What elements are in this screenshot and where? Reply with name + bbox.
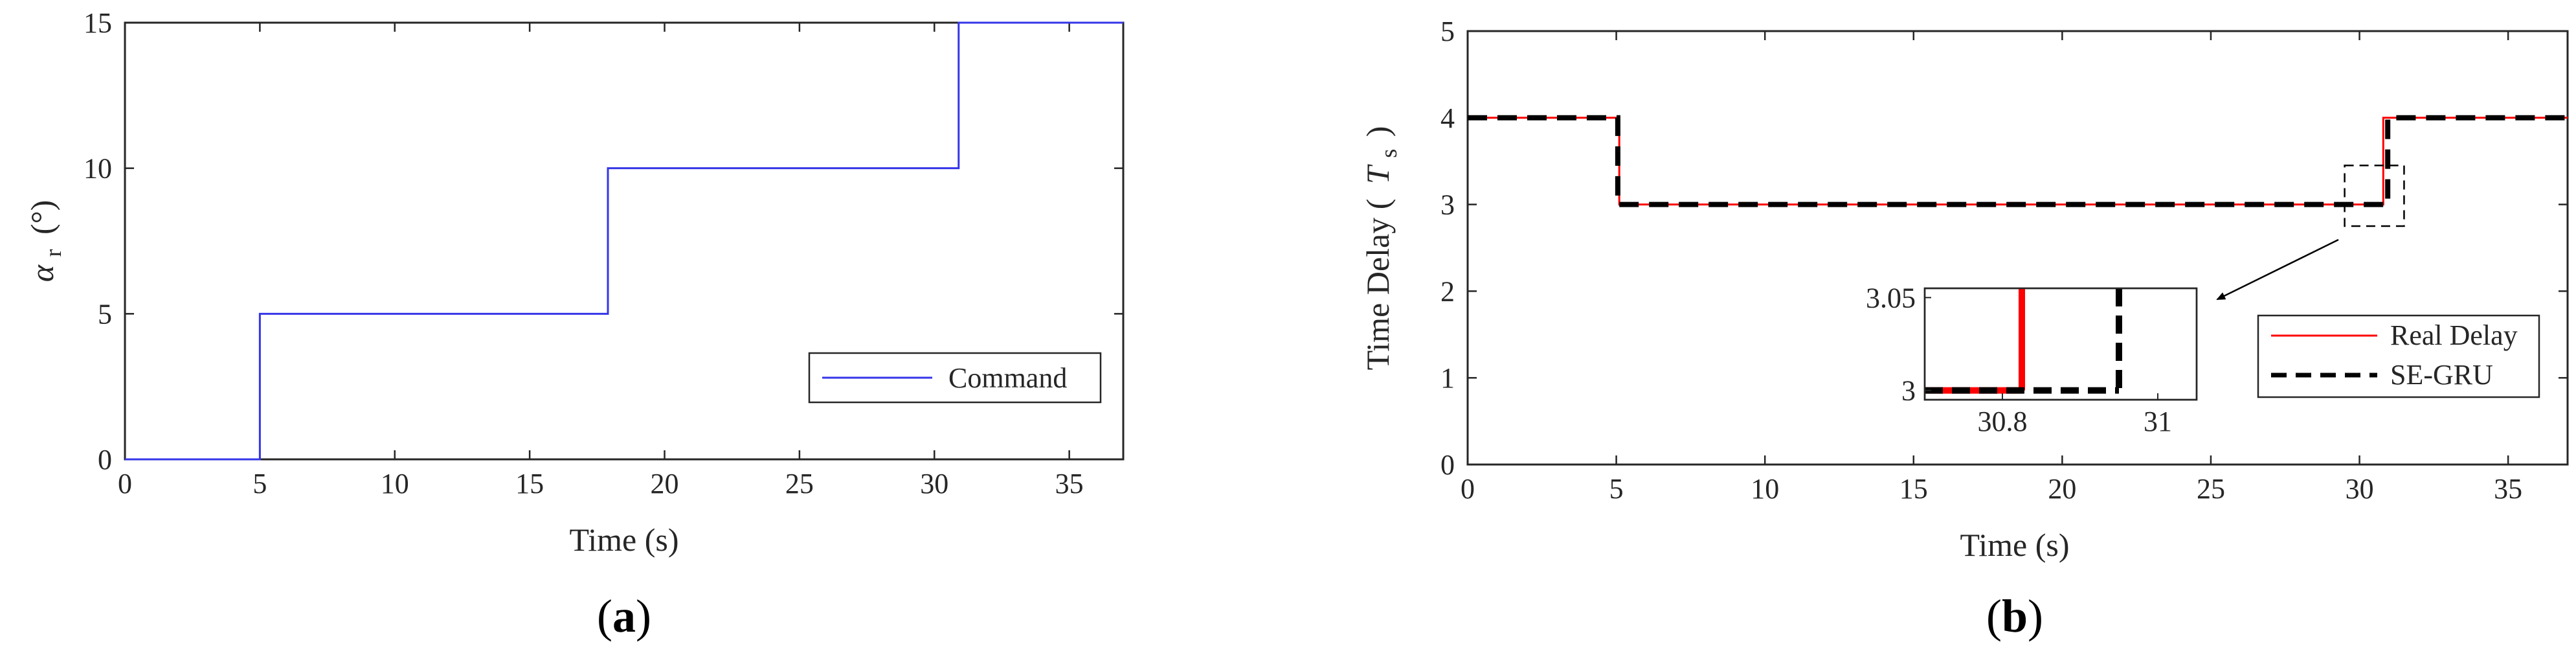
x-tick-label: 25 [2197,473,2225,505]
caption-b: (b) [1986,590,2043,642]
x-tick-label: 15 [515,468,544,500]
x-axis-label-b: Time (s) [1960,527,2069,563]
inset-x-tick-label: 31 [2144,406,2172,437]
x-axis-label-a: Time (s) [569,522,678,558]
legend-label-real-delay: Real Delay [2390,319,2518,351]
legend-box-b [2257,314,2540,398]
y-tick-label: 1 [1440,362,1455,394]
x-tick-labels-a: 0 5 10 15 20 25 30 35 [118,468,1084,500]
y-axis-label-b: Time Delay ( T s ) [1360,126,1404,371]
x-tick-labels-b: 0 5 10 15 20 25 30 35 [1461,473,2522,505]
x-tick-label: 35 [2494,473,2522,505]
inset-x-tick-labels: 30.8 31 [1978,393,2172,437]
legend-label-se-gru: SE-GRU [2390,359,2493,391]
y-axis-subscript-a: r [40,249,66,257]
x-tick-label: 20 [2048,473,2076,505]
inset-y-tick-labels: 33.05 [1866,282,1931,407]
y-tick-label: 5 [1440,16,1455,47]
y-axis-symbol-b: T [1360,164,1396,184]
x-tick-label: 15 [1899,473,1928,505]
inset-x-tick-label: 30.8 [1978,406,2028,437]
series-group-a [125,21,1123,461]
y-tick-label: 4 [1440,102,1455,134]
series-line-se-gru [1468,115,2568,207]
x-tick-label: 10 [381,468,409,500]
tick-marks-a [124,21,1123,461]
y-axis-text-b: Time Delay ( [1360,199,1396,371]
x-tick-label: 20 [651,468,679,500]
series-line-command [125,21,1123,461]
x-tick-label: 5 [252,468,267,500]
x-tick-label: 30 [2346,473,2374,505]
inset-y-tick-label: 3.05 [1866,282,1916,314]
caption-a: (a) [597,590,651,642]
chart-panel-a: 0 5 10 15 20 25 30 35 0 5 10 15 Time (s) α r (°) C… [24,7,1125,642]
y-tick-label: 5 [98,298,112,330]
inset-y-tick-label: 3 [1901,375,1916,407]
y-axis-symbol-a: α [24,264,60,282]
x-tick-label: 0 [118,468,132,500]
y-tick-label: 15 [84,7,112,39]
y-tick-label: 0 [1440,449,1455,481]
inset-content [1923,287,2198,401]
y-tick-labels-a: 0 5 10 15 [84,7,112,476]
y-tick-label: 0 [98,444,112,476]
zoom-box [2344,165,2405,227]
y-axis-close-b: ) [1360,126,1396,137]
legend-b: Real Delay SE-GRU [2257,314,2540,398]
inset-frame [1923,287,2198,401]
y-tick-label: 10 [84,153,112,185]
x-tick-label: 30 [920,468,948,500]
y-tick-label: 3 [1440,189,1455,221]
y-axis-label-a: α r (°) [24,200,68,282]
x-tick-label: 35 [1055,468,1084,500]
series-group-b [1468,115,2568,207]
x-tick-label: 10 [1751,473,1779,505]
y-tick-label: 2 [1440,275,1455,307]
inset-b: 30.8 31 33.05 [1866,282,2198,437]
legend-a: Command [808,352,1102,404]
y-tick-labels-b: 0 1 2 3 4 5 [1440,16,1455,481]
inset-frame-overlay [1923,287,2198,401]
y-axis-unit-a: (°) [24,200,60,235]
x-tick-label: 0 [1461,473,1475,505]
legend-label-command: Command [948,362,1067,394]
y-axis-subscript-b: s [1376,149,1402,158]
x-tick-label: 25 [785,468,814,500]
zoom-arrow [2216,238,2339,301]
x-tick-label: 5 [1609,473,1624,505]
